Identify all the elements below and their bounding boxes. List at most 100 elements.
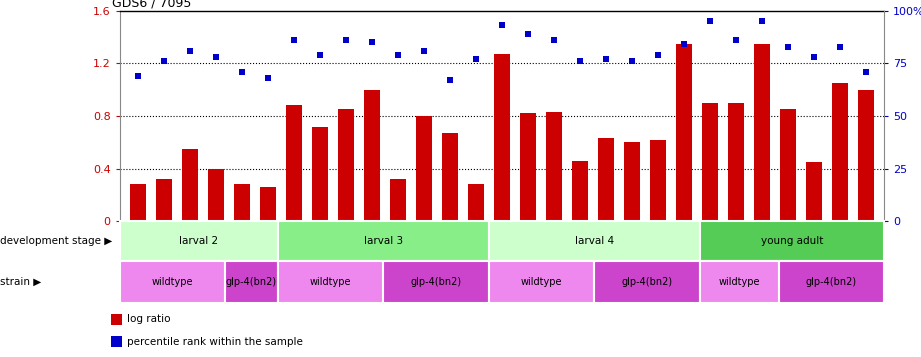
Bar	[572, 161, 588, 221]
Point	[469, 56, 484, 62]
Point	[520, 31, 535, 37]
Point	[157, 59, 171, 64]
Point	[573, 59, 588, 64]
Bar	[383, 261, 489, 303]
Bar	[546, 112, 562, 221]
Text: GDS6 / 7095: GDS6 / 7095	[112, 0, 192, 10]
Bar	[489, 221, 700, 261]
Bar	[234, 185, 250, 221]
Point	[650, 52, 665, 58]
Point	[495, 22, 509, 28]
Text: larval 2: larval 2	[180, 236, 218, 246]
Bar	[157, 179, 171, 221]
Text: strain ▶: strain ▶	[0, 277, 41, 287]
Bar	[278, 261, 383, 303]
Text: glp-4(bn2): glp-4(bn2)	[411, 277, 461, 287]
Bar	[416, 116, 432, 221]
Bar	[594, 261, 700, 303]
Point	[261, 75, 275, 81]
Text: GSM445: GSM445	[289, 227, 298, 264]
Point	[703, 19, 717, 24]
Point	[312, 52, 327, 58]
Text: GSM443: GSM443	[835, 227, 845, 264]
Text: GSM458: GSM458	[680, 227, 689, 264]
Point	[781, 44, 796, 49]
Bar	[208, 169, 224, 221]
Point	[677, 41, 692, 47]
Text: GSM441: GSM441	[731, 227, 740, 264]
Bar	[650, 140, 666, 221]
Point	[443, 77, 458, 83]
Bar	[806, 162, 822, 221]
Text: GSM438: GSM438	[705, 227, 715, 264]
Bar	[598, 139, 613, 221]
Text: GSM460: GSM460	[134, 227, 143, 264]
Text: wildtype: wildtype	[152, 277, 193, 287]
Bar	[286, 106, 302, 221]
Bar	[225, 261, 278, 303]
Bar	[182, 149, 198, 221]
Text: wildtype: wildtype	[309, 277, 351, 287]
Text: percentile rank within the sample: percentile rank within the sample	[127, 337, 302, 347]
Bar	[312, 127, 328, 221]
Point	[131, 73, 146, 79]
Bar	[779, 261, 884, 303]
Text: GSM450: GSM450	[523, 227, 532, 264]
Text: GSM444: GSM444	[861, 227, 870, 264]
Text: GSM452: GSM452	[627, 227, 636, 264]
Text: GSM439: GSM439	[784, 227, 792, 264]
Point	[339, 37, 354, 43]
Bar	[468, 185, 484, 221]
Bar	[624, 142, 640, 221]
Point	[546, 37, 561, 43]
Text: GSM451: GSM451	[419, 227, 428, 264]
Point	[235, 69, 250, 75]
Text: glp-4(bn2): glp-4(bn2)	[226, 277, 277, 287]
Bar	[520, 114, 536, 221]
Text: GSM455: GSM455	[446, 227, 454, 264]
Point	[833, 44, 847, 49]
Point	[182, 48, 197, 54]
Text: wildtype: wildtype	[520, 277, 562, 287]
Bar	[676, 44, 692, 221]
Bar	[858, 90, 874, 221]
Point	[286, 37, 301, 43]
Text: GSM459: GSM459	[472, 227, 481, 264]
Text: GSM448: GSM448	[601, 227, 611, 264]
Text: glp-4(bn2): glp-4(bn2)	[806, 277, 857, 287]
Text: GSM453: GSM453	[342, 227, 350, 264]
Point	[807, 54, 822, 60]
Text: GSM446: GSM446	[497, 227, 507, 264]
Point	[754, 19, 769, 24]
Bar	[364, 90, 379, 221]
Bar	[130, 185, 146, 221]
Text: GSM462: GSM462	[185, 227, 194, 264]
Bar	[120, 221, 278, 261]
Bar	[111, 336, 122, 347]
Bar	[754, 44, 770, 221]
Text: log ratio: log ratio	[127, 314, 170, 324]
Point	[729, 37, 743, 43]
Text: GSM449: GSM449	[315, 227, 324, 264]
Bar	[338, 110, 354, 221]
Text: GSM442: GSM442	[757, 227, 766, 264]
Point	[391, 52, 405, 58]
Bar	[700, 261, 779, 303]
Text: wildtype: wildtype	[718, 277, 760, 287]
Bar	[780, 110, 796, 221]
Text: GSM447: GSM447	[393, 227, 402, 264]
Bar	[111, 313, 122, 325]
Text: young adult: young adult	[761, 236, 823, 246]
Bar	[702, 103, 717, 221]
Text: GSM464: GSM464	[238, 227, 247, 264]
Text: development stage ▶: development stage ▶	[0, 236, 112, 246]
Text: GSM461: GSM461	[159, 227, 169, 264]
Point	[365, 40, 379, 45]
Text: GSM463: GSM463	[212, 227, 220, 264]
Text: GSM440: GSM440	[810, 227, 819, 264]
Text: GSM454: GSM454	[550, 227, 558, 264]
Point	[416, 48, 431, 54]
Text: glp-4(bn2): glp-4(bn2)	[622, 277, 672, 287]
Point	[208, 54, 223, 60]
Bar	[489, 261, 594, 303]
